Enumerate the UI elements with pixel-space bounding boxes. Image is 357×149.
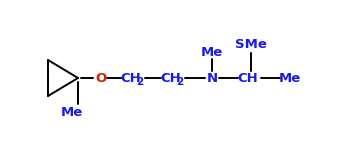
Text: Me: Me xyxy=(61,105,83,118)
Text: CH: CH xyxy=(161,72,181,84)
Text: O: O xyxy=(95,72,107,84)
Text: Me: Me xyxy=(279,72,301,84)
Text: Me: Me xyxy=(201,45,223,59)
Text: CH: CH xyxy=(238,72,258,84)
Text: SMe: SMe xyxy=(235,38,267,52)
Text: 2: 2 xyxy=(176,77,183,87)
Text: 2: 2 xyxy=(136,77,144,87)
Text: CH: CH xyxy=(121,72,141,84)
Text: N: N xyxy=(206,72,217,84)
